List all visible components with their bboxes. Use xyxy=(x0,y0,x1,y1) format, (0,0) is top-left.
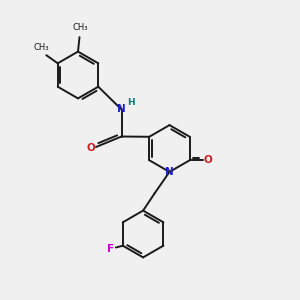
Text: O: O xyxy=(204,155,213,165)
Text: N: N xyxy=(165,167,174,177)
Text: CH₃: CH₃ xyxy=(33,43,49,52)
Text: O: O xyxy=(86,143,95,153)
Text: F: F xyxy=(107,244,114,254)
Text: N: N xyxy=(117,104,126,115)
Text: CH₃: CH₃ xyxy=(72,23,88,32)
Text: H: H xyxy=(127,98,135,107)
